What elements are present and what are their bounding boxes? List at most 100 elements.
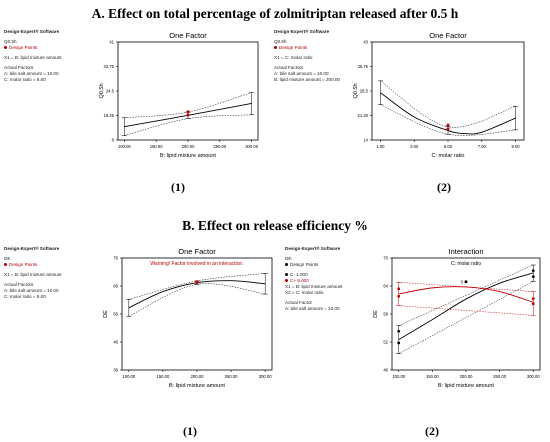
- x-axis-label: B: lipid mixture amount: [169, 383, 225, 389]
- software-label: Design-Expert® Software: [4, 29, 60, 34]
- y-tick-label: 35.75: [358, 64, 369, 69]
- chart-a2-effect-molar-ratio: One Factor 1.00 3.00 5.00 7.00 9.00 14 21.25 28.…: [353, 31, 525, 159]
- y-tick-label: 70: [383, 256, 388, 261]
- y-tick-label: 76: [113, 256, 118, 261]
- warning-annotation: Warning! Factor involved in an interacti…: [150, 261, 243, 267]
- design-points-legend: Design Points: [285, 262, 375, 268]
- y-tick-label: 58: [383, 312, 388, 317]
- series-2-ci-upper: [398, 282, 534, 292]
- design-points-label: Design Points: [279, 45, 308, 50]
- series-1-ci-upper: [398, 264, 534, 326]
- chart-title: One Factor: [178, 247, 216, 256]
- x-tick-label: 250.00: [213, 144, 226, 149]
- series-1-fit-line: [398, 272, 534, 341]
- panel-label-a2: (2): [437, 180, 451, 194]
- legend-series-2: C+ 9.000: [285, 278, 375, 284]
- y-tick-label: 21.25: [358, 113, 369, 118]
- y-tick-label: 64: [383, 284, 388, 289]
- y-tick-label: 56: [113, 312, 118, 317]
- center-point-count: 3: [460, 279, 463, 284]
- series-1-marker-icon: [285, 273, 288, 277]
- plot-frame: [117, 41, 259, 141]
- factor-line: A: bile salt amount = 10.00: [4, 288, 59, 293]
- software-label: Design-Expert® Software: [4, 246, 60, 251]
- chart-b1-effect-lipid: One Factor Warning! Factor involved in an…: [103, 247, 273, 389]
- y-axis-label: DE: [373, 310, 379, 318]
- response-label: Q0.5h: [274, 39, 287, 44]
- design-point: [195, 280, 199, 284]
- x-tick-label: 300.00: [527, 374, 540, 379]
- x-axis-label: C: molar ratio: [431, 153, 464, 159]
- main-ci-upper: [124, 92, 252, 118]
- x-tick-label: 300.00: [259, 374, 272, 379]
- series-1-design-point: [531, 269, 535, 272]
- chart-title: One Factor: [429, 31, 467, 40]
- x-tick-label: 7.00: [478, 144, 487, 149]
- y-tick-label: 43: [363, 40, 368, 45]
- point-marker-icon: [285, 263, 288, 267]
- series-1-ci-lower: [398, 281, 534, 354]
- actual-factors-label: Actual Factors: [4, 65, 34, 70]
- x1-label: X1 = B: lipid mixture amount: [4, 272, 62, 277]
- x1-label: X1 = B: lipid mixture amount: [285, 284, 343, 289]
- y-tick-label: 66: [113, 284, 118, 289]
- legend-series-2-label: C+ 9.000: [290, 278, 309, 283]
- x-tick-label: 150.00: [150, 144, 163, 149]
- x-tick-label: 250.00: [225, 374, 238, 379]
- design-points-legend: Design Points: [4, 45, 94, 51]
- x2-label: X2 = C: molar ratio: [285, 290, 324, 295]
- center-design-point: [464, 280, 468, 284]
- section-b-title: B. Effect on release efficiency %: [182, 218, 368, 233]
- point-marker-icon: [274, 46, 277, 50]
- series-2-marker-icon: [285, 279, 288, 283]
- series-2-design-point: [531, 302, 535, 306]
- x-axis-label: B: lipid mixture amount: [438, 383, 494, 389]
- series-1-design-point: [397, 341, 401, 345]
- x-tick-label: 300.00: [245, 144, 258, 149]
- factor-line: C: molar ratio = 5.00: [4, 77, 46, 82]
- main-fit-line: [380, 92, 516, 135]
- factor-line: C: molar ratio = 5.00: [4, 294, 46, 299]
- y-axis-label: DE: [103, 310, 109, 318]
- y-axis-label: Q0.5h: [353, 84, 359, 99]
- x-tick-label: 100.00: [118, 144, 131, 149]
- design-points-legend: Design Points: [4, 262, 96, 268]
- y-tick-label: 46: [113, 340, 118, 345]
- section-a-title: A. Effect on total percentage of zolmitr…: [91, 6, 459, 21]
- actual-factors-label: Actual Factors: [4, 282, 34, 287]
- main-ci-upper: [128, 273, 266, 300]
- factor-line: B: lipid mixture amount = 200.00: [274, 77, 341, 82]
- panel-label-b2: (2): [425, 424, 439, 438]
- x-tick-label: 1.00: [376, 144, 385, 149]
- x-tick-label: 200.00: [191, 374, 204, 379]
- x1-label: X1 = B: lipid mixture amount: [4, 55, 62, 60]
- design-point: [186, 110, 190, 114]
- x-tick-label: 100.00: [122, 374, 135, 379]
- y-axis-label: Q0.5h: [99, 84, 105, 99]
- y-tick-label: 46: [383, 368, 388, 373]
- legend-series-1: C- 1.000: [285, 272, 375, 278]
- design-points-legend: Design Points: [274, 45, 364, 51]
- x-axis-label: B: lipid mixture amount: [160, 153, 216, 159]
- x-tick-label: 200.00: [460, 374, 473, 379]
- factor-line: A: bile salt amount = 10.00: [4, 71, 59, 76]
- series-2-ci-lower: [398, 305, 534, 316]
- panel-label-b1: (1): [183, 424, 197, 438]
- software-label: Design-Expert® Software: [285, 246, 341, 251]
- software-label: Design-Expert® Software: [274, 29, 330, 34]
- chart-title: Interaction: [448, 247, 483, 256]
- y-tick-label: 36: [113, 368, 118, 373]
- response-label: Q0.5h: [4, 39, 17, 44]
- x-tick-label: 250.00: [493, 374, 506, 379]
- y-tick-label: 14: [363, 138, 368, 143]
- actual-factors-label: Actual Factors: [274, 65, 304, 70]
- point-marker-icon: [4, 46, 7, 50]
- response-label: DE: [285, 256, 292, 261]
- x-tick-label: 3.00: [410, 144, 419, 149]
- response-label: DE: [4, 256, 11, 261]
- factor-line: A: bile salt amount = 10.00: [274, 71, 329, 76]
- y-tick-label: 28.5: [360, 89, 369, 94]
- factor-line: A: bile salt amount = 10.00: [285, 306, 340, 311]
- x-tick-label: 150.00: [426, 374, 439, 379]
- chart-title: One Factor: [169, 31, 207, 40]
